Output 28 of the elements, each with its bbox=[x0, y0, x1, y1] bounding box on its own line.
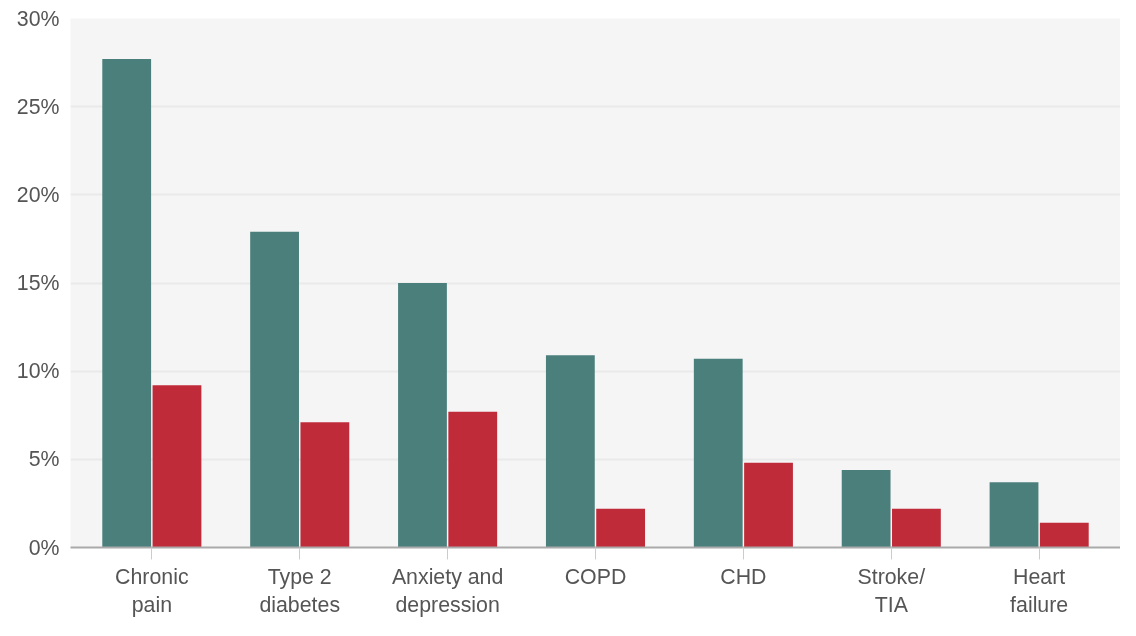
bar bbox=[693, 358, 743, 548]
bar bbox=[892, 508, 941, 548]
y-tick-label: 5% bbox=[28, 447, 60, 472]
bar bbox=[989, 482, 1039, 548]
bar bbox=[250, 231, 299, 548]
x-tick-label: CHD bbox=[720, 564, 767, 589]
bar bbox=[102, 59, 152, 548]
x-tick-label: Chronic pain bbox=[115, 564, 189, 618]
x-tick-label: Stroke/ TIA bbox=[857, 564, 926, 618]
y-tick-label: 0% bbox=[28, 535, 60, 560]
bar bbox=[152, 385, 202, 548]
bar bbox=[841, 469, 891, 548]
y-tick-label: 15% bbox=[16, 271, 60, 295]
y-tick-label: 20% bbox=[16, 182, 60, 207]
x-tick-label: Anxiety and depression bbox=[391, 564, 504, 618]
y-tick-label: 30% bbox=[16, 6, 60, 31]
x-tick-label: Heart failure bbox=[1010, 564, 1069, 618]
bar bbox=[448, 411, 498, 548]
bar bbox=[1039, 522, 1089, 548]
bar bbox=[596, 508, 646, 548]
y-tick-label: 10% bbox=[16, 359, 60, 384]
y-tick-label: 25% bbox=[16, 94, 60, 119]
x-tick-label: COPD bbox=[564, 564, 627, 589]
x-tick-label: Type 2 diabetes bbox=[259, 564, 341, 618]
bar bbox=[300, 422, 350, 548]
bar bbox=[744, 462, 793, 548]
bar bbox=[545, 355, 595, 548]
bar bbox=[398, 283, 447, 548]
